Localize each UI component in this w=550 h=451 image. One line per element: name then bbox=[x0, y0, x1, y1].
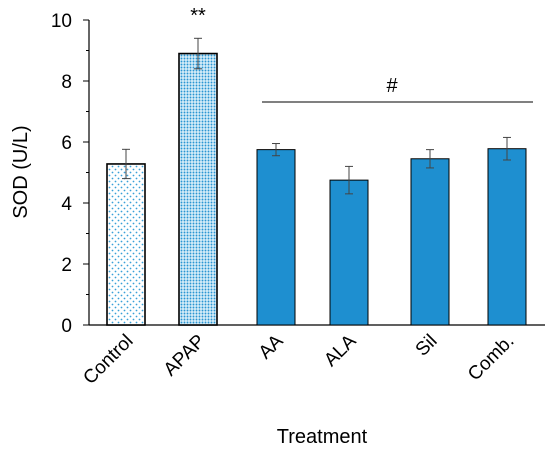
error-bar bbox=[122, 148, 130, 180]
y-tick-label: 2 bbox=[61, 255, 72, 276]
bar-comb bbox=[487, 148, 527, 326]
x-tick-label: APAP bbox=[160, 331, 210, 381]
error-bar bbox=[345, 165, 353, 195]
bar-apap bbox=[178, 52, 218, 326]
y-tick-label: 0 bbox=[61, 316, 72, 337]
y-axis-title: SOD (U/L) bbox=[10, 125, 32, 218]
asterisk-annotation: ** bbox=[190, 5, 206, 27]
error-bars bbox=[122, 37, 511, 195]
error-bar bbox=[503, 136, 511, 161]
y-tick-label: 8 bbox=[61, 72, 72, 93]
bar-control bbox=[106, 163, 146, 326]
y-tick-label: 10 bbox=[51, 11, 72, 32]
y-tick-label: 6 bbox=[61, 133, 72, 154]
x-tick-label: AA bbox=[255, 330, 288, 363]
x-tick-label: Control bbox=[79, 331, 137, 389]
bar-sil bbox=[410, 158, 450, 326]
hash-annotation: # bbox=[386, 75, 398, 97]
x-axis-title: Treatment bbox=[277, 426, 368, 448]
y-tick-label: 4 bbox=[61, 194, 72, 215]
x-tick-label: Sil bbox=[412, 331, 442, 361]
error-bar bbox=[426, 149, 434, 169]
bars bbox=[106, 52, 527, 326]
error-bar bbox=[272, 143, 280, 157]
x-tick-label: Comb. bbox=[464, 331, 518, 385]
y-axis-ticks: 0 2 4 6 8 10 bbox=[51, 11, 89, 337]
bar-ala bbox=[329, 179, 369, 326]
error-bar bbox=[194, 37, 202, 70]
x-tick-label: ALA bbox=[320, 330, 360, 370]
x-tick-labels: Control APAP AA ALA Sil Comb. bbox=[79, 330, 518, 388]
bar-aa bbox=[256, 149, 296, 326]
